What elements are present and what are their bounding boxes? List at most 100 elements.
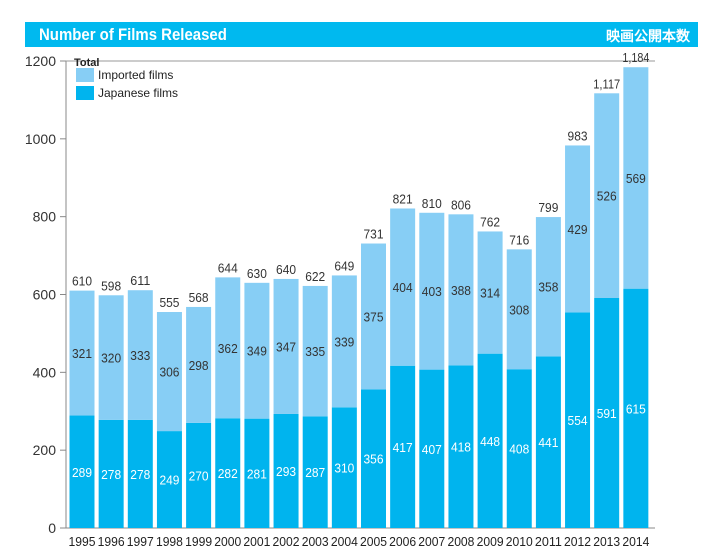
data-label-imported: 321 [72,346,92,361]
chart-title-ja: 映画公開本数 [606,28,690,44]
x-tick-label: 1995 [69,534,96,549]
data-label-japanese: 249 [159,473,179,488]
legend-label-japanese: Japanese films [98,86,178,100]
x-tick-label: 1997 [127,534,154,549]
data-label-japanese: 287 [305,465,325,480]
data-label-total: 644 [218,260,238,275]
data-label-japanese: 418 [451,440,471,455]
data-label-imported: 333 [130,348,150,363]
data-label-total: 806 [451,197,471,212]
bar-japanese [594,298,620,528]
data-label-imported: 320 [101,351,121,366]
data-label-imported: 335 [305,344,325,359]
data-label-total: 810 [422,196,442,211]
data-label-total: 630 [247,266,267,281]
bar-imported [156,312,182,432]
data-label-japanese: 278 [101,467,121,482]
data-label-imported: 388 [451,283,471,298]
data-label-imported: 526 [597,189,617,204]
data-label-japanese: 417 [393,440,413,455]
data-label-japanese: 293 [276,464,296,479]
data-label-total: 622 [305,269,325,284]
x-tick-label: 1999 [185,534,212,549]
data-label-total: 1,117 [593,76,620,91]
data-label-total: 610 [72,274,92,289]
data-label-total: 568 [189,290,209,305]
data-label-imported: 362 [218,341,238,356]
x-tick-label: 2011 [535,534,562,549]
bar-japanese [419,369,445,528]
y-tick-label: 1200 [25,53,56,69]
data-label-japanese: 282 [218,466,238,481]
bar-imported [69,290,95,416]
bar-japanese [448,365,474,528]
y-tick-label: 600 [33,287,57,303]
bar-imported [98,295,124,420]
data-label-japanese: 408 [509,442,529,457]
x-tick-label: 2006 [389,534,416,549]
x-tick-label: 2009 [477,534,504,549]
bar-japanese [477,353,503,528]
x-tick-label: 2005 [360,534,387,549]
data-label-imported: 349 [247,344,267,359]
bar-japanese [186,422,212,528]
x-tick-label: 1996 [98,534,125,549]
bar-imported [273,278,299,414]
chart-header: Number of Films Released 映画公開本数 [25,22,698,47]
data-label-imported: 404 [393,280,413,295]
bar-japanese [69,415,95,528]
bar-japanese [361,389,386,528]
bar-imported [535,217,561,357]
bar-japanese [273,413,299,528]
data-label-japanese: 407 [422,442,442,457]
bar-imported [594,93,620,299]
data-label-total: 821 [393,191,413,206]
bar-japanese [156,431,182,528]
data-label-japanese: 310 [334,461,354,476]
x-tick-label: 2012 [564,534,591,549]
bar-imported [477,231,503,354]
legend-label-imported: Imported films [98,68,173,82]
data-label-total: 983 [568,128,588,143]
bar-imported [390,208,416,366]
x-tick-label: 2008 [447,534,474,549]
chart-title: Number of Films Released [39,25,227,44]
legend-swatch-japanese [76,86,94,100]
y-tick-label: 0 [48,520,56,536]
bar-imported [302,285,328,417]
data-label-japanese: 356 [364,452,384,467]
bar-imported [448,214,474,366]
data-label-imported: 308 [509,302,529,317]
y-tick-label: 200 [33,442,57,458]
bar-japanese [302,416,328,528]
bar-japanese [244,418,270,528]
data-label-total: 716 [509,232,529,247]
data-label-total: 640 [276,262,296,277]
y-tick-label: 1000 [25,131,56,147]
bar-imported [361,243,386,390]
bar-japanese [535,356,561,528]
bar-japanese [331,407,357,528]
x-tick-label: 2010 [506,534,533,549]
bar-japanese [127,419,153,528]
data-label-japanese: 278 [130,467,150,482]
bar-japanese [215,418,241,528]
data-label-total: 799 [538,200,558,215]
data-label-imported: 403 [422,284,442,299]
data-label-imported: 298 [189,358,209,373]
bar-imported [244,282,270,419]
data-label-imported: 306 [159,365,179,380]
data-label-total: 611 [130,273,150,288]
data-label-imported: 375 [364,309,384,324]
x-tick-label: 2007 [418,534,445,549]
data-label-japanese: 270 [189,468,209,483]
x-tick-label: 2001 [243,534,270,549]
data-label-total: 1,184 [622,50,649,65]
data-label-imported: 314 [480,286,500,301]
x-tick-label: 2000 [214,534,241,549]
data-label-total: 649 [334,258,354,273]
bar-imported [215,277,241,419]
bar-japanese [565,312,591,528]
data-label-imported: 339 [334,334,354,349]
data-label-japanese: 281 [247,466,267,481]
